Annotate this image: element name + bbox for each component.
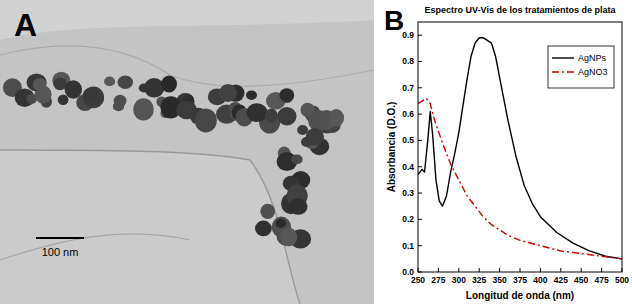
nanoparticle bbox=[328, 109, 344, 126]
nanoparticle bbox=[118, 75, 133, 89]
figure: 100 nmABEspectro UV-Vis de los tratamien… bbox=[0, 0, 632, 304]
y-tick bbox=[418, 166, 422, 167]
y-tick bbox=[418, 219, 422, 220]
legend-label: AgNPs bbox=[578, 53, 607, 63]
nanoparticle bbox=[195, 109, 217, 132]
y-tick bbox=[418, 87, 422, 88]
chart-title: Espectro UV-Vis de los tratamientos de p… bbox=[425, 5, 617, 15]
y-tick-label: 0.4 bbox=[402, 162, 414, 172]
nanoparticle bbox=[308, 110, 329, 131]
nanoparticle bbox=[133, 98, 154, 120]
y-tick-label: 0.8 bbox=[402, 56, 414, 66]
y-tick bbox=[418, 193, 422, 194]
nanoparticle bbox=[289, 198, 308, 214]
nanoparticle bbox=[104, 77, 115, 87]
nanoparticle bbox=[246, 103, 267, 122]
x-tick bbox=[601, 268, 602, 272]
x-tick bbox=[520, 268, 521, 272]
nanoparticle bbox=[279, 88, 294, 102]
y-tick bbox=[418, 61, 422, 62]
nanoparticle bbox=[114, 95, 127, 107]
nanoparticle bbox=[277, 107, 296, 125]
series-line bbox=[418, 98, 622, 259]
x-tick bbox=[479, 268, 480, 272]
nanoparticle bbox=[144, 78, 165, 97]
x-tick-label: 450 bbox=[574, 275, 588, 285]
nanoparticle bbox=[219, 84, 237, 102]
x-tick-label: 325 bbox=[472, 275, 486, 285]
micrograph-background bbox=[0, 0, 374, 304]
x-tick bbox=[581, 268, 582, 272]
legend-swatch bbox=[552, 57, 574, 58]
nanoparticle bbox=[255, 221, 272, 237]
y-tick-label: 0.2 bbox=[402, 214, 414, 224]
scale-bar-label: 100 nm bbox=[42, 246, 79, 258]
nanoparticle bbox=[33, 78, 47, 91]
film-region bbox=[0, 0, 374, 40]
x-axis-label: Longitud de onda (nm) bbox=[466, 290, 574, 301]
y-tick-label: 0.9 bbox=[402, 30, 414, 40]
film-edge bbox=[0, 150, 300, 304]
x-tick-label: 400 bbox=[533, 275, 547, 285]
y-axis-label: Absorbancia (D.O.) bbox=[386, 102, 397, 193]
nanoparticle bbox=[83, 88, 97, 101]
x-tick-label: 275 bbox=[431, 275, 445, 285]
micrograph bbox=[0, 0, 374, 304]
y-tick-label: 0.5 bbox=[402, 135, 414, 145]
legend-label: AgNO3 bbox=[578, 67, 608, 77]
x-tick bbox=[458, 268, 459, 272]
x-tick-label: 475 bbox=[595, 275, 609, 285]
nanoparticle bbox=[246, 90, 257, 100]
y-tick-label: 0.6 bbox=[402, 109, 414, 119]
x-tick-label: 375 bbox=[513, 275, 527, 285]
legend-box bbox=[548, 46, 614, 88]
x-tick bbox=[540, 268, 541, 272]
series-line bbox=[418, 38, 622, 259]
nanoparticle bbox=[301, 137, 313, 147]
film-region bbox=[0, 150, 300, 304]
y-tick-label: 0.1 bbox=[402, 241, 414, 251]
y-tick bbox=[418, 35, 422, 36]
nanoparticle bbox=[280, 228, 297, 246]
y-tick-label: 0.0 bbox=[402, 267, 414, 277]
plot-area bbox=[418, 38, 622, 259]
y-tick bbox=[418, 114, 422, 115]
nanoparticle bbox=[83, 87, 104, 109]
nanoparticle bbox=[58, 94, 69, 105]
x-tick-label: 500 bbox=[615, 275, 629, 285]
nanoparticle bbox=[27, 74, 47, 92]
x-tick-label: 350 bbox=[493, 275, 507, 285]
x-tick bbox=[438, 268, 439, 272]
x-tick-label: 300 bbox=[452, 275, 466, 285]
x-tick bbox=[499, 268, 500, 272]
film-edge bbox=[0, 234, 190, 260]
legend-swatch bbox=[552, 71, 574, 72]
plot-frame bbox=[418, 22, 622, 272]
nanoparticle bbox=[260, 204, 275, 219]
y-tick-label: 0.3 bbox=[402, 188, 414, 198]
scale-bar bbox=[36, 237, 84, 239]
panel-label: A bbox=[14, 7, 37, 43]
nanoparticle bbox=[291, 155, 302, 165]
y-tick-label: 0.7 bbox=[402, 83, 414, 93]
y-tick bbox=[418, 140, 422, 141]
nanoparticle bbox=[161, 75, 177, 92]
y-tick bbox=[418, 245, 422, 246]
x-tick-label: 425 bbox=[554, 275, 568, 285]
nanoparticle bbox=[265, 109, 278, 123]
x-tick bbox=[560, 268, 561, 272]
